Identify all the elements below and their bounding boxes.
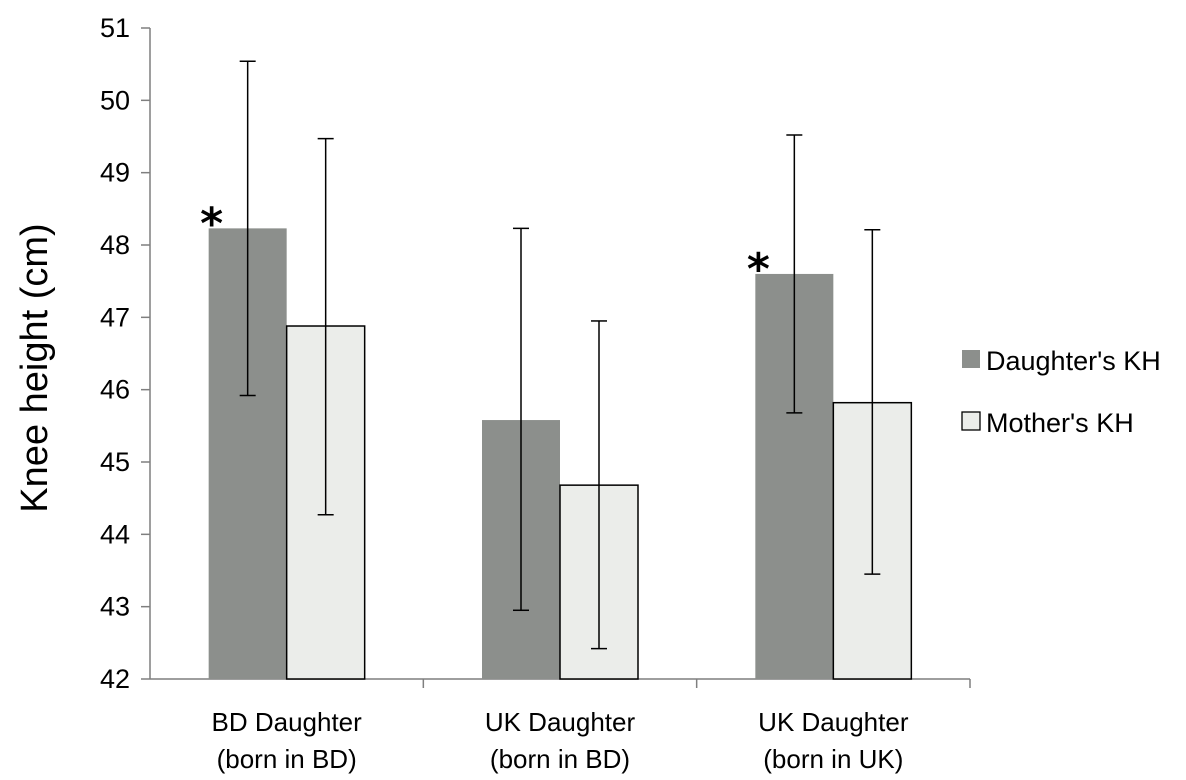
bars (208, 228, 913, 680)
y-tick-label: 44 (100, 519, 130, 549)
significance-asterisk: * (200, 198, 223, 249)
x-category-label: (born in BD) (217, 744, 357, 774)
significance-asterisk: * (747, 244, 770, 295)
y-tick-label: 50 (100, 85, 130, 115)
legend-label-mother: Mother's KH (986, 408, 1134, 438)
annotations: ** (200, 198, 770, 295)
axes: 42 43 44 45 46 47 48 49 50 51 BD Daughter (born in … (100, 13, 971, 774)
x-category-label: UK Daughter (758, 707, 909, 737)
y-tick-label: 45 (100, 447, 130, 477)
y-axis-label: Knee height (cm) (14, 223, 56, 512)
y-tick-label: 49 (100, 158, 130, 188)
x-category-label: (born in BD) (490, 744, 630, 774)
error-bars (239, 60, 881, 650)
x-category-label: (born in UK) (763, 744, 903, 774)
y-tick-label: 43 (100, 592, 130, 622)
y-tick-label: 42 (100, 664, 130, 694)
y-tick-label: 46 (100, 375, 130, 405)
x-category-label: BD Daughter (212, 707, 363, 737)
y-tick-label: 51 (100, 13, 130, 43)
y-tick-label: 47 (100, 302, 130, 332)
legend-label-daughter: Daughter's KH (986, 346, 1161, 376)
legend-swatch-daughter (962, 350, 980, 368)
x-category-label: UK Daughter (485, 707, 636, 737)
y-tick-label: 48 (100, 230, 130, 260)
legend-swatch-mother (961, 411, 981, 431)
legend: Daughter's KH Mother's KH (961, 346, 1161, 438)
